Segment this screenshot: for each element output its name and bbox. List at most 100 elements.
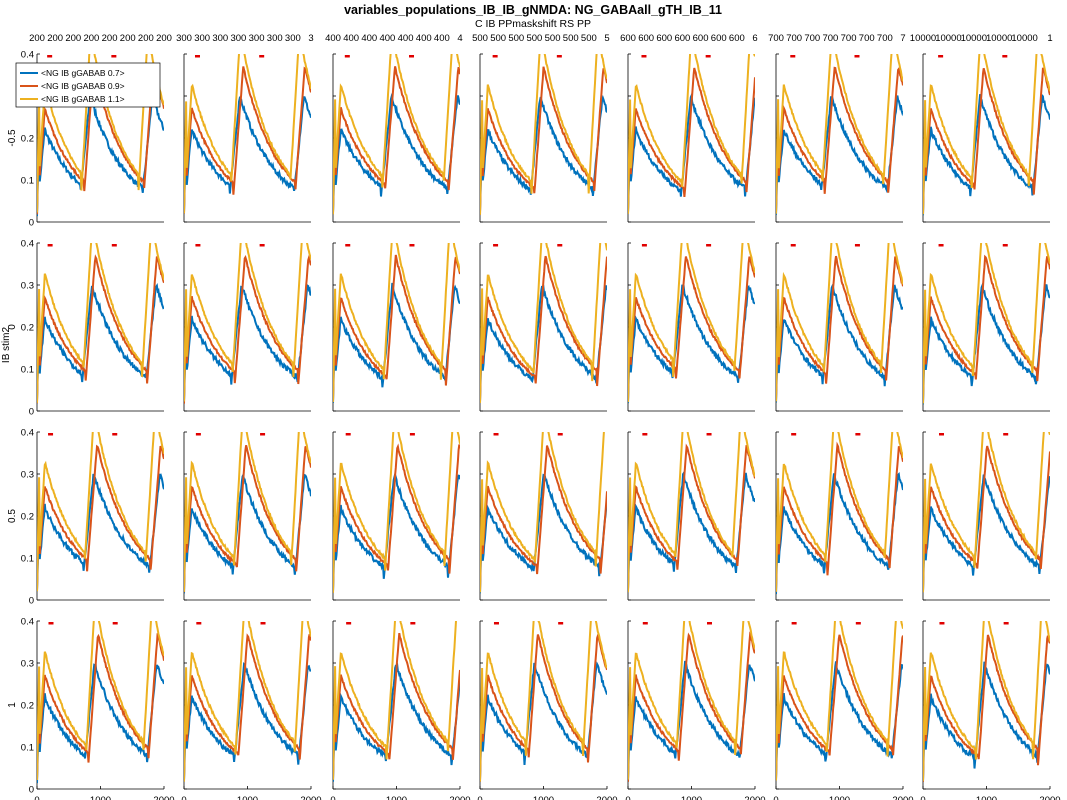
stim-marker [260,433,266,436]
x-tick-label: 2000 [744,795,765,800]
stim-marker [410,622,416,625]
top-tick-label: 300 [212,33,228,44]
panel-grid: 00.10.20.30.4-0.520020020020020020020020… [7,33,1061,800]
stim-marker [791,622,797,625]
series-line-1 [776,441,903,592]
panel-r3-c4: 0 1000 2000 [625,620,766,800]
x-tick-label: 2000 [153,795,174,800]
y-tick-label: 0.1 [21,554,34,565]
panel-r2-c1 [183,431,311,601]
series-line-0 [333,473,460,593]
panel-r0-c1: 300 300 300 300 300 300 300 3 [176,33,314,223]
series-line-0 [628,470,755,590]
series-line-2 [37,432,164,592]
top-tick-label: 400 [361,33,377,44]
stim-marker [259,55,265,58]
top-tick-label: 500 [581,33,597,44]
stim-marker [47,55,53,58]
legend-entry-1: <NG IB gGABAB 0.9> [41,81,125,91]
stim-marker [48,622,54,625]
series-line-1 [923,445,1050,592]
stim-marker [493,622,499,625]
y-tick-label: 0 [29,407,34,418]
top-tick-label: 500 [526,33,542,44]
x-tick-label: 1000 [681,795,702,800]
series-line-1 [480,633,607,782]
series-line-2 [923,621,1050,781]
series-line-1 [628,67,755,213]
top-tick-label: 700 [877,33,893,44]
series-line-2 [776,54,903,214]
y-tick-label: 0.3 [21,281,34,292]
series-line-0 [333,92,460,213]
top-tick-label: 600 [729,33,745,44]
series-line-0 [923,474,1050,592]
stim-marker [855,622,861,625]
top-tick-label: 200 [47,33,63,44]
series-line-0 [184,96,311,214]
top-tick-label: 700 [841,33,857,44]
top-tick-label: 300 [267,33,283,44]
series-line-0 [184,283,311,402]
stim-marker [47,244,53,247]
series-line-2 [628,432,755,593]
series-line-1 [184,445,311,593]
panel-r2-c0: 0 0.1 0.2 0.3 0.4 0.5 [7,428,164,607]
series-line-2 [480,432,605,593]
stim-marker [195,433,201,436]
top-tick-label: 400 [434,33,450,44]
top-tick-label: 700 [768,33,784,44]
y-tick-label: 0 [29,596,34,607]
panel-r1-c1 [183,242,311,412]
top-tick-label: 200 [120,33,136,44]
panel-r3-c5: 0 1000 2000 [773,620,914,800]
series-line-0 [480,94,607,212]
series-line-0 [628,282,755,404]
series-line-0 [776,661,903,780]
series-line-2 [923,243,1050,404]
top-tick-label: 3 [308,33,313,44]
panel-r0-c0: 00.10.20.30.4-0.520020020020020020020020… [7,33,172,229]
series-line-0 [776,284,903,403]
stim-marker [1003,433,1009,436]
stim-marker [1002,55,1008,58]
x-tick-label: 1000 [90,795,111,800]
series-line-0 [37,96,164,217]
y-tick-label: 0.1 [21,365,34,376]
top-tick-label: 200 [156,33,172,44]
y-tick-label: 0.1 [21,176,34,187]
y-tick-label: 0.4 [21,239,34,250]
stim-marker [493,433,499,436]
stim-marker [938,244,944,247]
figure-subtitle: C IB PPmaskshift RS PP [475,18,591,30]
series-line-1 [776,66,903,213]
top-tick-label: 400 [379,33,395,44]
top-tick-label: 10000 [935,33,961,44]
top-tick-label: 7 [900,33,905,44]
row-label: 0 [7,324,18,330]
series-line-0 [37,661,164,784]
series-line-2 [333,54,460,215]
series-line-2 [628,54,755,214]
top-tick-label: 10000 [986,33,1012,44]
series-line-0 [923,661,1050,782]
top-tick-label: 400 [398,33,414,44]
stim-marker [345,433,351,436]
x-tick-label: 1000 [386,795,407,800]
stim-marker [195,244,201,247]
panel-r1-c4 [627,242,755,412]
legend-box [15,62,161,108]
top-tick-label: 500 [472,33,488,44]
panel-r2-c2 [332,431,460,601]
stim-marker [791,433,797,436]
x-tick-label: 0 [330,795,335,800]
stim-marker [641,55,647,58]
panel-r1-c5 [775,242,903,412]
stim-marker [557,433,563,436]
stim-marker [259,244,265,247]
stim-marker [790,244,796,247]
stim-marker [112,622,118,625]
stim-marker [939,433,945,436]
stim-marker [790,55,796,58]
